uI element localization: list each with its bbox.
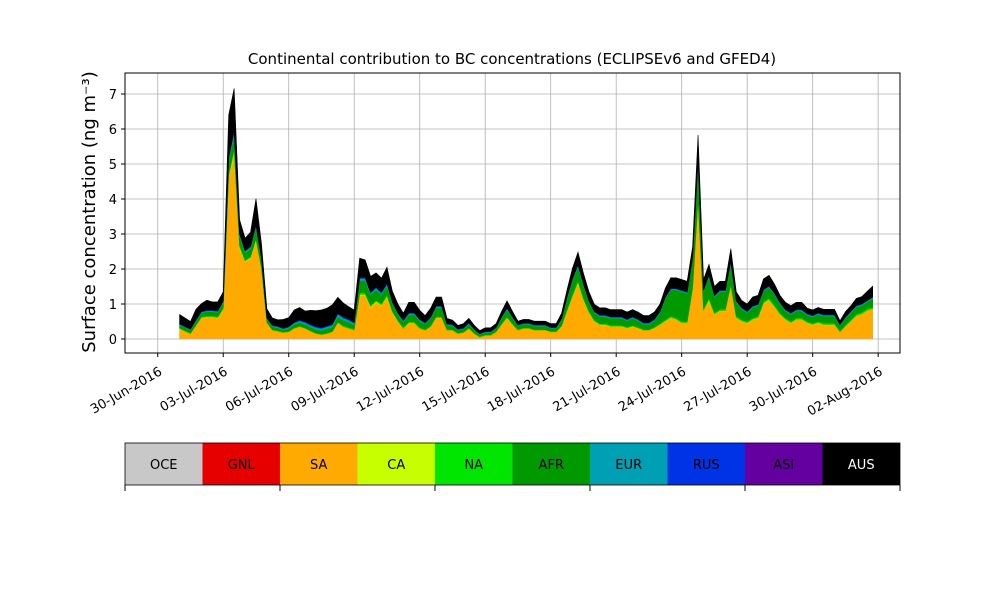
legend-label-afr: AFR [539,458,564,473]
y-tick-label: 3 [109,228,117,243]
grid [125,73,900,353]
x-tick-label: 15-Jul-2016 [420,364,493,415]
legend-label-rus: RUS [693,458,720,473]
legend-label-oce: OCE [150,458,178,473]
x-axis: 30-Jun-201603-Jul-201606-Jul-201609-Jul-… [88,353,885,420]
legend-swatch-sa [280,443,358,485]
x-tick-label: 27-Jul-2016 [682,364,755,415]
legend-label-gnl: GNL [228,458,256,473]
legend-label-na: NA [464,458,483,473]
chart-title: Continental contribution to BC concentra… [248,50,776,68]
x-tick-label: 03-Jul-2016 [158,364,231,415]
y-tick-label: 6 [109,123,117,138]
stacked-areas [179,88,874,340]
legend-swatch-rus [667,443,745,485]
y-tick-label: 0 [109,333,117,348]
legend-swatch-gnl [202,443,280,485]
y-axis-label: Surface concentration (ng m⁻³) [79,71,100,353]
legend-swatch-ca [357,443,435,485]
legend-label-asi: ASI [773,458,794,473]
legend-swatch-afr [512,443,590,485]
legend-swatch-na [435,443,513,485]
plot-frame [124,72,901,354]
legend-frame [124,442,901,486]
area-aus [179,88,874,334]
legend-label-ca: CA [387,458,405,473]
x-tick-label: 12-Jul-2016 [354,364,427,415]
legend-swatch-oce [125,443,203,485]
y-axis: 0 1 2 3 4 5 6 7 [109,88,125,348]
x-tick-label: 18-Jul-2016 [485,364,558,415]
legend-label-sa: SA [310,458,327,473]
y-tick-label: 4 [109,193,117,208]
x-tick-label: 30-Jun-2016 [88,364,165,417]
legend-swatch-aus [822,443,900,485]
y-tick-label: 7 [109,88,117,103]
x-tick-label: 09-Jul-2016 [289,364,362,415]
legend-swatch-eur [590,443,668,485]
y-tick-label: 5 [109,158,117,173]
area-sa [179,153,874,340]
x-tick-label: 06-Jul-2016 [223,364,296,415]
legend-label-aus: AUS [848,458,875,473]
x-tick-label: 21-Jul-2016 [551,364,624,415]
legend-label-eur: EUR [615,458,642,473]
y-tick-label: 2 [109,263,117,278]
x-tick-label: 24-Jul-2016 [616,364,689,415]
legend-swatch-asi [745,443,823,485]
legend-colorbar: OCE GNL SA CA NA AFR EUR RUS ASI AUS [124,442,901,491]
y-tick-label: 1 [109,298,117,313]
